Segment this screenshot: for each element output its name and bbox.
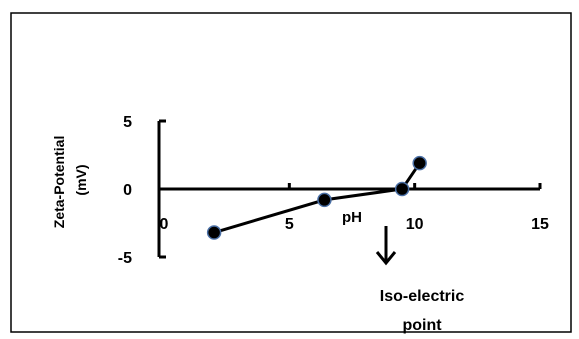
annotation-text: Iso-electric point — [380, 288, 465, 334]
annotation-arrow-head — [375, 251, 397, 266]
data-point-0 — [206, 225, 222, 240]
y-tick-label-5: 5 — [123, 114, 132, 131]
axes: -5 0 5 0 5 10 15 — [118, 114, 549, 267]
annotations: Iso-electric point — [375, 226, 465, 334]
x-tick-label-5: 5 — [285, 216, 294, 233]
y-tick-label--5: -5 — [118, 250, 132, 267]
x-tick-label-10: 10 — [406, 216, 424, 233]
series-line-0 — [213, 162, 421, 234]
y-axis-label-line-1: Zeta-Potential — [51, 136, 67, 229]
x-tick-label-15: 15 — [531, 216, 549, 233]
data-point-3 — [412, 155, 427, 171]
x-axis-label: pH — [342, 209, 362, 226]
data-point-2 — [394, 181, 410, 197]
annotation-line-2: point — [402, 317, 442, 334]
y-axis-label: Zeta-Potential (mV) — [51, 132, 89, 228]
annotation-line-1: Iso-electric — [380, 288, 465, 305]
x-tick-label-0: 0 — [160, 216, 169, 233]
data-series — [206, 155, 427, 240]
y-tick-label-0: 0 — [123, 182, 132, 199]
data-point-1 — [317, 192, 332, 208]
plot-border — [10, 12, 572, 333]
y-axis-label-line-2: (mV) — [73, 164, 89, 195]
